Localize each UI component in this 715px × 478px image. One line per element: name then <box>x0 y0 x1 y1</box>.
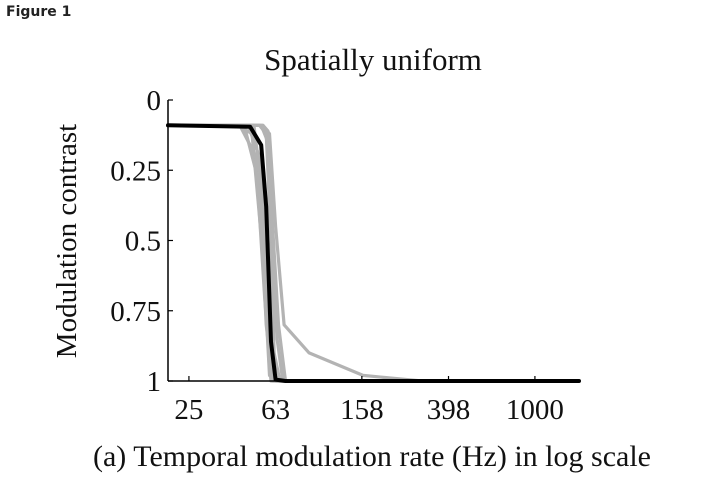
individual-series-line-4 <box>166 123 581 383</box>
x-tick-label: 25 <box>174 394 203 426</box>
individual-series-line-3 <box>166 123 581 383</box>
mean-series-line <box>166 123 581 383</box>
x-tick-label: 158 <box>340 394 384 426</box>
individual-series-line-9 <box>166 123 581 383</box>
individual-series-line-2 <box>166 123 581 383</box>
x-tick-label: 1000 <box>506 394 564 426</box>
y-axis-label: Modulation contrast <box>51 124 83 358</box>
individual-series-line-5 <box>166 123 581 383</box>
x-tick-label: 63 <box>261 394 290 426</box>
individual-series-line-1 <box>166 123 581 383</box>
plot-area: 0 0.25 0.5 0.75 1 25 63 158 398 1000 <box>110 85 581 426</box>
x-axis-label: (a) Temporal modulation rate (Hz) in log… <box>93 440 651 473</box>
y-tick-label: 0.25 <box>110 155 161 187</box>
chart-title: Spatially uniform <box>264 42 482 77</box>
x-tick-label: 398 <box>427 394 471 426</box>
y-tick-label: 0.75 <box>110 296 161 328</box>
y-tick-label: 0 <box>147 85 162 117</box>
individual-series-line-6 <box>166 123 581 383</box>
individual-series-line-8 <box>166 123 581 383</box>
individual-series-line-7 <box>166 123 581 383</box>
y-tick-label: 0.5 <box>125 226 161 258</box>
figure-label: Figure 1 <box>6 4 72 20</box>
y-tick-label: 1 <box>147 366 162 398</box>
